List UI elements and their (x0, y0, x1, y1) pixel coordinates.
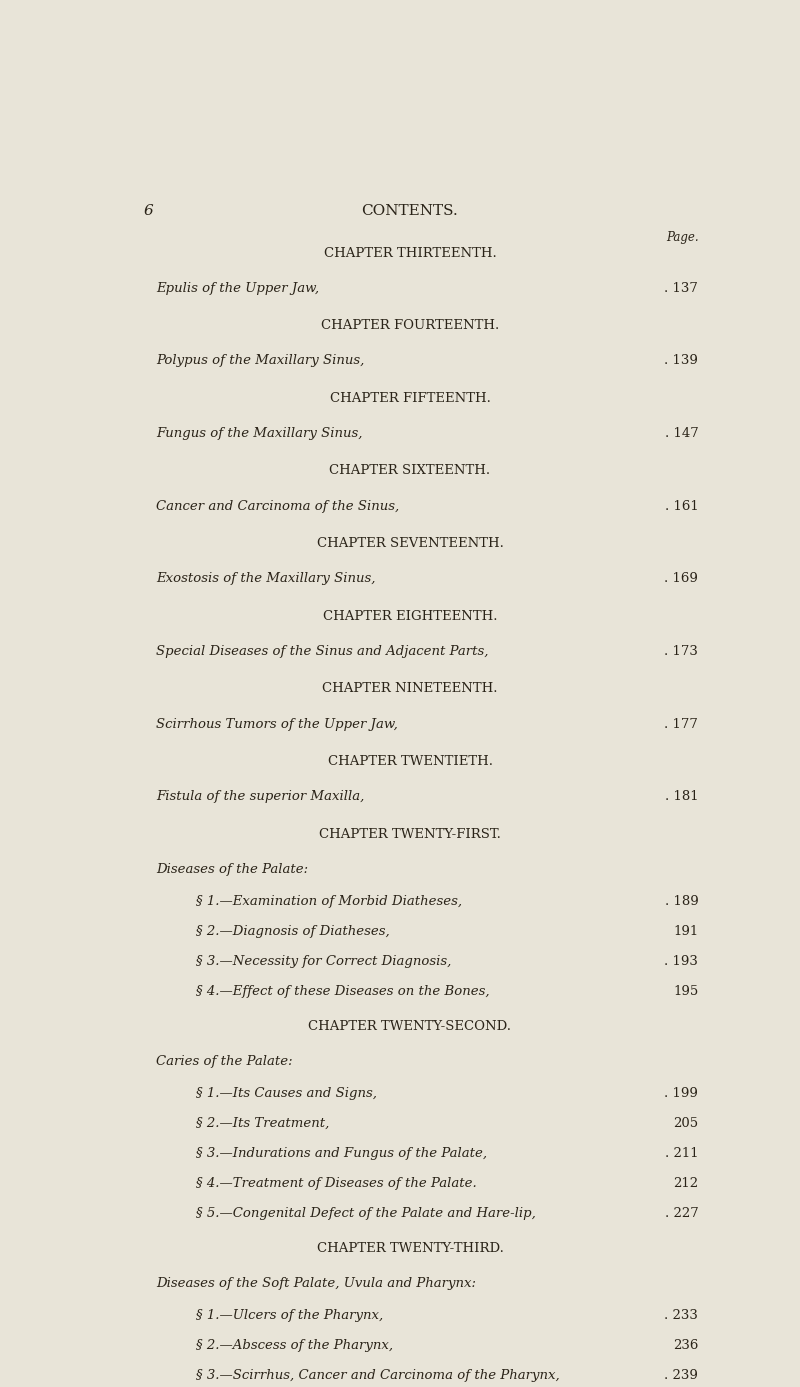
Text: . 211: . 211 (665, 1147, 698, 1160)
Text: § 3.—Necessity for Correct Diagnosis,: § 3.—Necessity for Correct Diagnosis, (196, 954, 451, 968)
Text: . 227: . 227 (665, 1207, 698, 1219)
Text: 195: 195 (673, 985, 698, 997)
Text: CHAPTER TWENTY-THIRD.: CHAPTER TWENTY-THIRD. (317, 1241, 503, 1255)
Text: . 189: . 189 (665, 895, 698, 908)
Text: CHAPTER NINETEENTH.: CHAPTER NINETEENTH. (322, 682, 498, 695)
Text: § 3.—Scirrhus, Cancer and Carcinoma of the Pharynx,: § 3.—Scirrhus, Cancer and Carcinoma of t… (196, 1369, 560, 1381)
Text: . 139: . 139 (665, 355, 698, 368)
Text: Fungus of the Maxillary Sinus,: Fungus of the Maxillary Sinus, (156, 427, 362, 440)
Text: § 1.—Examination of Morbid Diatheses,: § 1.—Examination of Morbid Diatheses, (196, 895, 462, 908)
Text: . 199: . 199 (665, 1087, 698, 1100)
Text: 212: 212 (673, 1176, 698, 1190)
Text: Diseases of the Soft Palate, Uvula and Pharynx:: Diseases of the Soft Palate, Uvula and P… (156, 1277, 476, 1290)
Text: Caries of the Palate:: Caries of the Palate: (156, 1056, 293, 1068)
Text: § 1.—Its Causes and Signs,: § 1.—Its Causes and Signs, (196, 1087, 377, 1100)
Text: 205: 205 (673, 1117, 698, 1130)
Text: Cancer and Carcinoma of the Sinus,: Cancer and Carcinoma of the Sinus, (156, 499, 399, 513)
Text: CHAPTER EIGHTEENTH.: CHAPTER EIGHTEENTH. (322, 610, 498, 623)
Text: § 2.—Its Treatment,: § 2.—Its Treatment, (196, 1117, 330, 1130)
Text: . 233: . 233 (665, 1309, 698, 1322)
Text: Epulis of the Upper Jaw,: Epulis of the Upper Jaw, (156, 282, 319, 295)
Text: § 5.—Congenital Defect of the Palate and Hare-lip,: § 5.—Congenital Defect of the Palate and… (196, 1207, 536, 1219)
Text: . 177: . 177 (665, 717, 698, 731)
Text: CONTENTS.: CONTENTS. (362, 204, 458, 218)
Text: CHAPTER SEVENTEENTH.: CHAPTER SEVENTEENTH. (317, 537, 503, 551)
Text: . 137: . 137 (665, 282, 698, 295)
Text: § 2.—Abscess of the Pharynx,: § 2.—Abscess of the Pharynx, (196, 1338, 394, 1352)
Text: Diseases of the Palate:: Diseases of the Palate: (156, 863, 308, 875)
Text: Special Diseases of the Sinus and Adjacent Parts,: Special Diseases of the Sinus and Adjace… (156, 645, 488, 657)
Text: . 239: . 239 (665, 1369, 698, 1381)
Text: . 193: . 193 (665, 954, 698, 968)
Text: . 161: . 161 (665, 499, 698, 513)
Text: Page.: Page. (666, 230, 698, 244)
Text: CHAPTER FOURTEENTH.: CHAPTER FOURTEENTH. (321, 319, 499, 331)
Text: . 173: . 173 (665, 645, 698, 657)
Text: . 169: . 169 (665, 573, 698, 585)
Text: Polypus of the Maxillary Sinus,: Polypus of the Maxillary Sinus, (156, 355, 364, 368)
Text: Exostosis of the Maxillary Sinus,: Exostosis of the Maxillary Sinus, (156, 573, 375, 585)
Text: 191: 191 (673, 925, 698, 938)
Text: § 1.—Ulcers of the Pharynx,: § 1.—Ulcers of the Pharynx, (196, 1309, 383, 1322)
Text: § 2.—Diagnosis of Diatheses,: § 2.—Diagnosis of Diatheses, (196, 925, 390, 938)
Text: 6: 6 (143, 204, 153, 218)
Text: . 181: . 181 (665, 791, 698, 803)
Text: CHAPTER TWENTY-FIRST.: CHAPTER TWENTY-FIRST. (319, 828, 501, 841)
Text: . 147: . 147 (665, 427, 698, 440)
Text: § 4.—Treatment of Diseases of the Palate.: § 4.—Treatment of Diseases of the Palate… (196, 1176, 477, 1190)
Text: Scirrhous Tumors of the Upper Jaw,: Scirrhous Tumors of the Upper Jaw, (156, 717, 398, 731)
Text: CHAPTER SIXTEENTH.: CHAPTER SIXTEENTH. (330, 465, 490, 477)
Text: CHAPTER FIFTEENTH.: CHAPTER FIFTEENTH. (330, 391, 490, 405)
Text: § 4.—Effect of these Diseases on the Bones,: § 4.—Effect of these Diseases on the Bon… (196, 985, 490, 997)
Text: § 3.—Indurations and Fungus of the Palate,: § 3.—Indurations and Fungus of the Palat… (196, 1147, 487, 1160)
Text: 236: 236 (673, 1338, 698, 1352)
Text: CHAPTER TWENTY-SECOND.: CHAPTER TWENTY-SECOND. (309, 1019, 511, 1033)
Text: Fistula of the superior Maxilla,: Fistula of the superior Maxilla, (156, 791, 364, 803)
Text: CHAPTER TWENTIETH.: CHAPTER TWENTIETH. (327, 755, 493, 768)
Text: CHAPTER THIRTEENTH.: CHAPTER THIRTEENTH. (324, 247, 496, 259)
